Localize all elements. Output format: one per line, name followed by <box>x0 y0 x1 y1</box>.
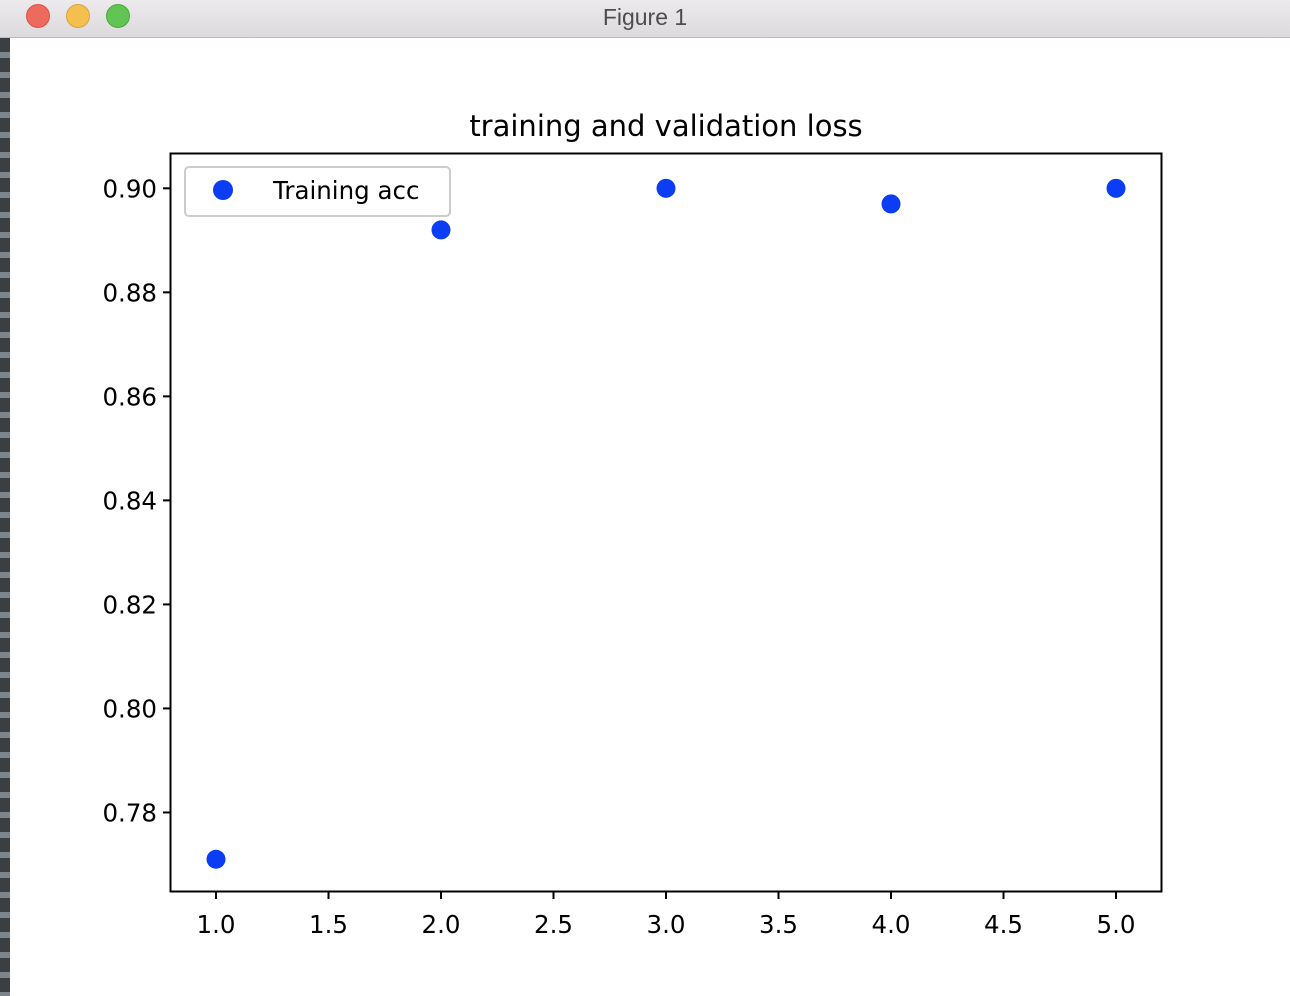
x-tick-label: 4.0 <box>872 910 911 939</box>
x-tick-label: 3.5 <box>759 910 798 939</box>
y-tick-label: 0.88 <box>102 278 157 307</box>
x-tick-label: 2.0 <box>422 910 461 939</box>
data-point <box>431 220 451 240</box>
legend-box <box>184 166 451 217</box>
x-tick-label: 3.0 <box>647 910 686 939</box>
chart-title: training and validation loss <box>469 109 862 143</box>
zoom-window-button[interactable] <box>106 4 130 28</box>
x-axis: 1.0 1.5 2.0 2.5 3.0 3.5 4.0 4.5 5.0 <box>197 891 1136 939</box>
legend-marker <box>213 180 233 200</box>
window-title: Figure 1 <box>602 4 688 30</box>
plot-frame <box>169 152 1163 893</box>
data-point <box>206 849 226 869</box>
y-tick-label: 0.86 <box>102 382 157 411</box>
y-tick-label: 0.84 <box>102 486 157 515</box>
x-tick-label: 1.5 <box>309 910 348 939</box>
window-titlebar: Figure 1 <box>0 0 1290 38</box>
y-tick-label: 0.78 <box>102 798 157 827</box>
y-axis: 0.78 0.80 0.82 0.84 0.86 0.88 0.90 <box>102 174 171 827</box>
x-tick-label: 5.0 <box>1097 910 1136 939</box>
data-point <box>1106 178 1126 198</box>
close-window-button[interactable] <box>26 4 50 28</box>
scatter-chart: training and validation loss 0.78 0.80 0.8… <box>102 109 1163 939</box>
y-tick-label: 0.90 <box>102 174 157 203</box>
minimize-window-button[interactable] <box>66 4 90 28</box>
data-points <box>206 178 1126 869</box>
background-desktop-edge <box>0 38 10 996</box>
x-tick-label: 4.5 <box>984 910 1023 939</box>
data-point <box>656 178 676 198</box>
y-tick-label: 0.82 <box>102 590 157 619</box>
x-tick-label: 1.0 <box>197 910 236 939</box>
x-tick-label: 2.5 <box>534 910 573 939</box>
legend: Training acc <box>184 166 451 217</box>
y-tick-label: 0.80 <box>102 694 157 723</box>
figure-canvas: training and validation loss 0.78 0.80 0.8… <box>10 38 1290 996</box>
legend-label: Training acc <box>272 176 419 205</box>
data-point <box>881 194 901 214</box>
